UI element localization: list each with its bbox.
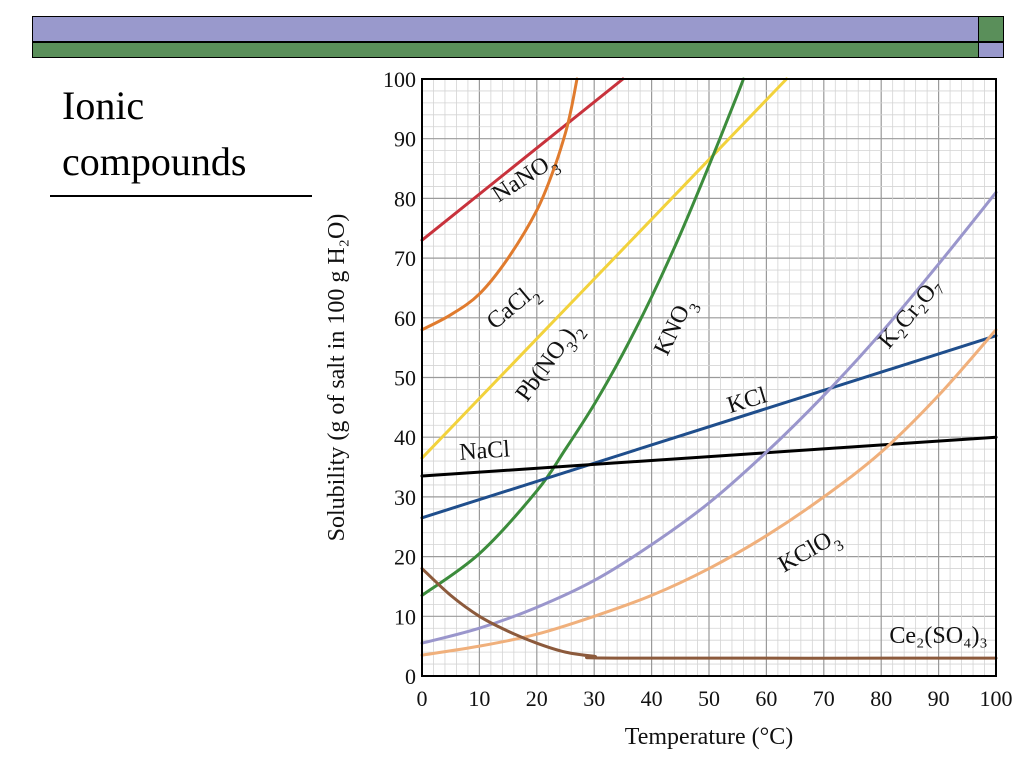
y-tick-label: 20 [394,545,416,570]
x-tick-label: 30 [583,686,605,711]
plot-frame [421,78,997,677]
x-axis-label: Temperature (°C) [625,724,794,750]
y-tick-label: 40 [394,425,416,450]
curve-label: KNO3 [649,294,705,362]
y-tick-label: 10 [394,604,416,629]
header-band-purple [32,16,979,42]
curve-label: NaCl [458,436,511,465]
curve-label: KClO3 [774,523,847,584]
y-tick-label: 50 [394,366,416,391]
series-line [420,328,998,657]
series-line [420,77,745,597]
series-line [420,190,998,645]
x-tick-label: 0 [417,686,428,711]
header-band-green-end [978,16,1004,42]
series-line [420,77,625,242]
series-line [420,77,579,332]
y-tick-label: 0 [405,664,416,689]
header-band-green [32,42,979,58]
y-tick-label: 80 [394,186,416,211]
x-tick-label: 90 [928,686,950,711]
y-tick-label: 100 [383,67,416,92]
x-tick-label: 40 [641,686,663,711]
y-tick-label: 60 [394,306,416,331]
series-line [420,334,998,520]
header-band-purple-end [978,42,1004,58]
x-tick-label: 10 [468,686,490,711]
y-axis-ticks: 0 10 20 30 40 50 60 70 80 90 100 [383,67,416,689]
curve-label: Ce₂(SO₄)₃ [889,623,987,649]
curve-label: Pb(NO3)2 [511,317,591,411]
slide-title: Ionic compounds [62,83,247,184]
y-tick-label: 90 [394,127,416,152]
solubility-chart: 0 10 20 30 40 50 60 70 80 90 100 0 10 20 30 40 50 60 70 80… [324,67,1013,750]
x-tick-label: 80 [870,686,892,711]
x-tick-label: 20 [526,686,548,711]
y-tick-label: 70 [394,246,416,271]
x-tick-label: 100 [980,686,1013,711]
y-axis-label: Solubility (g of salt in 100 g H₂O) [324,214,350,542]
title-underline [50,195,312,197]
series-line [420,77,788,460]
series-line [420,567,998,660]
chart-series [420,77,998,660]
y-tick-label: 30 [394,485,416,510]
x-axis-ticks: 0 10 20 30 40 50 60 70 80 90 100 [417,686,1013,711]
x-tick-label: 60 [755,686,777,711]
x-tick-label: 70 [813,686,835,711]
series-line [420,435,998,478]
x-tick-label: 50 [698,686,720,711]
